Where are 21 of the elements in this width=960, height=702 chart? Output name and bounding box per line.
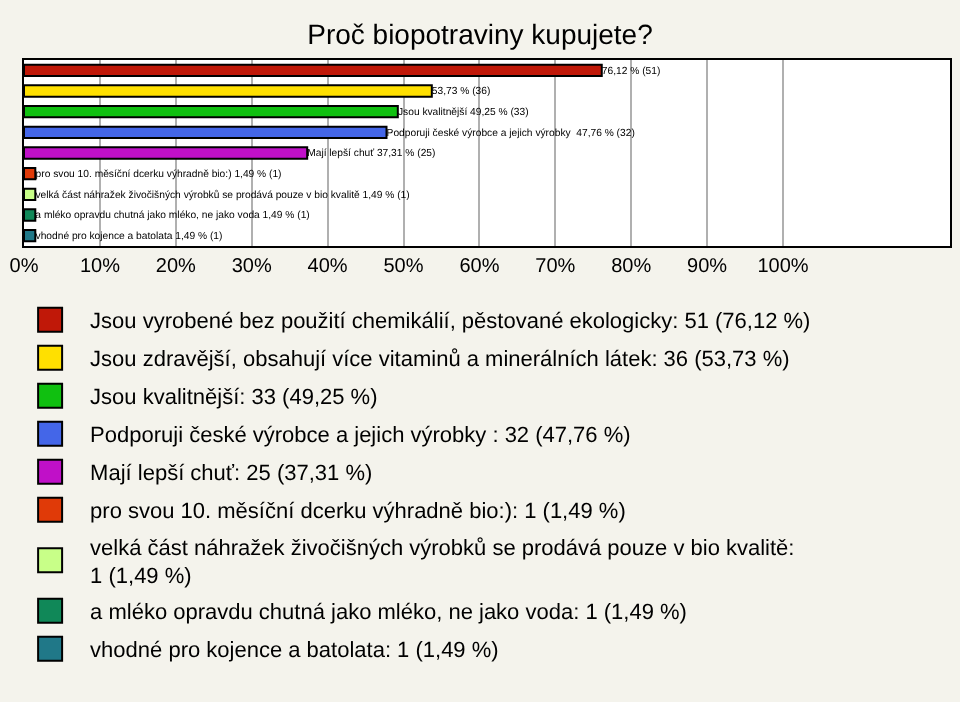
- x-tick-label: 50%: [383, 256, 424, 278]
- x-tick-label: 60%: [459, 256, 500, 278]
- legend-label: vhodné pro kojence a batolata: 1 (1,49 %): [90, 639, 499, 664]
- x-tick-label: 100%: [757, 256, 809, 278]
- x-tick-label: 30%: [231, 256, 272, 278]
- x-tick-label: 70%: [535, 256, 576, 278]
- legend-label: a mléko opravdu chutná jako mléko, ne jako voda: 1 (1,49 %): [90, 601, 687, 626]
- legend-label: Jsou kvalitnější: 33 (49,25 %): [90, 386, 378, 411]
- x-tick-label: 20%: [155, 256, 197, 278]
- x-tick-label: 90%: [687, 256, 728, 278]
- x-tick-label: 40%: [307, 256, 348, 278]
- x-tick-label: 10%: [79, 256, 121, 278]
- legend-label: Jsou zdravější, obsahují více vitaminů a minerálních látek: 36 (53,73 %): [90, 348, 790, 373]
- legend-label: Jsou vyrobené bez použití chemikálií, pěstované ekologicky: 51 (76,12 %): [90, 310, 811, 335]
- legend-label: Mají lepší chuť: 25 (37,31 %): [90, 462, 373, 487]
- legend-label: Podporuji české výrobce a jejich výrobky : 32 (47,76 %): [90, 424, 631, 449]
- chart-title: Proč biopotraviny kupujete?: [307, 18, 654, 51]
- x-tick-label: 0%: [9, 256, 39, 278]
- legend-label: pro svou 10. měsíční dcerku výhradně bio:): 1 (1,49 %): [90, 500, 626, 525]
- x-tick-label: 80%: [611, 256, 652, 278]
- legend-label: velká část náhražek živočišných výrobků se prodává pouze v bio kvalitě: 1 (1,49 %): [90, 536, 795, 590]
